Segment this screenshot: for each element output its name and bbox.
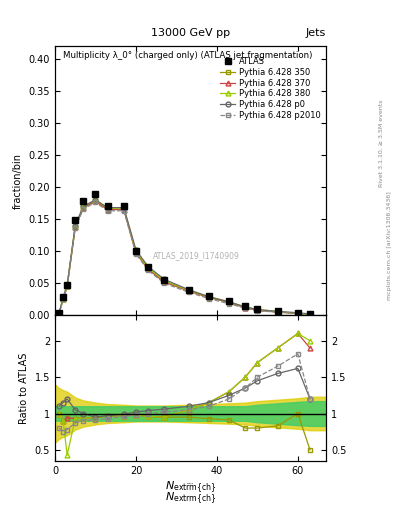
Text: Jets: Jets [306, 28, 326, 38]
Text: ATLAS_2019_I1740909: ATLAS_2019_I1740909 [152, 251, 239, 261]
Legend: ATLAS, Pythia 6.428 350, Pythia 6.428 370, Pythia 6.428 380, Pythia 6.428 p0, Py: ATLAS, Pythia 6.428 350, Pythia 6.428 37… [219, 56, 322, 121]
Text: $N_{\rm{extrm\{ch\}}}$: $N_{\rm{extrm\{ch\}}}$ [165, 490, 217, 507]
Text: Rivet 3.1.10, ≥ 3.5M events: Rivet 3.1.10, ≥ 3.5M events [379, 100, 384, 187]
Y-axis label: fraction/bin: fraction/bin [13, 153, 23, 209]
Text: Multiplicity λ_0° (charged only) (ATLAS jet fragmentation): Multiplicity λ_0° (charged only) (ATLAS … [63, 52, 312, 60]
Text: 13000 GeV pp: 13000 GeV pp [151, 28, 230, 38]
X-axis label: $N_{\rm extrm\{ch\}}$: $N_{\rm extrm\{ch\}}$ [186, 481, 195, 487]
Text: mcplots.cern.ch [arXiv:1306.3436]: mcplots.cern.ch [arXiv:1306.3436] [387, 191, 391, 300]
Y-axis label: Ratio to ATLAS: Ratio to ATLAS [19, 352, 29, 424]
Text: $N_{\rm{extrm\{ch\}}}$: $N_{\rm{extrm\{ch\}}}$ [165, 480, 217, 496]
